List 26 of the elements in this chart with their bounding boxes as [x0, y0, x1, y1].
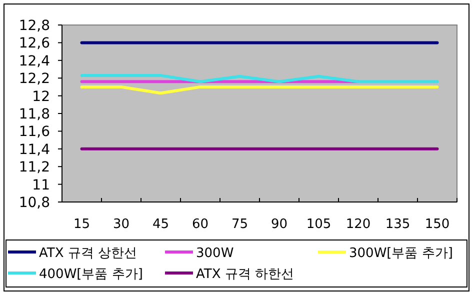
x-tick-label: 45	[152, 217, 170, 232]
x-tick-label: 30	[112, 217, 130, 232]
x-tick-label: 150	[424, 217, 450, 232]
x-tick-label: 75	[231, 217, 248, 232]
y-tick-label: 11,8	[18, 106, 50, 122]
legend-label: ATX 규격 상한선	[39, 246, 137, 261]
y-tick-label: 12	[32, 88, 50, 105]
x-tick-label: 120	[346, 217, 371, 232]
y-tick-label: 11,6	[18, 124, 50, 140]
y-tick-label: 12,6	[18, 36, 50, 52]
y-tick-label: 11,4	[18, 142, 50, 158]
y-tick-label: 10,8	[18, 195, 50, 211]
y-tick-label: 11	[32, 177, 50, 194]
x-tick-label: 135	[385, 217, 410, 232]
legend-label: ATX 규격 하한선	[196, 267, 294, 282]
x-tick-label: 105	[306, 217, 332, 232]
legend-label: 400W[부품 추가]	[39, 267, 143, 282]
x-tick-label: 90	[270, 217, 288, 232]
y-tick-label: 11,2	[18, 160, 50, 176]
y-tick-label: 12,4	[18, 53, 50, 70]
x-tick-label: 60	[192, 217, 209, 232]
legend-label: 300W[부품 추가]	[349, 246, 453, 261]
legend-label: 300W	[196, 246, 234, 261]
y-tick-label: 12,8	[18, 18, 50, 34]
x-tick-label: 15	[73, 217, 90, 232]
y-tick-label: 12,2	[18, 71, 50, 88]
